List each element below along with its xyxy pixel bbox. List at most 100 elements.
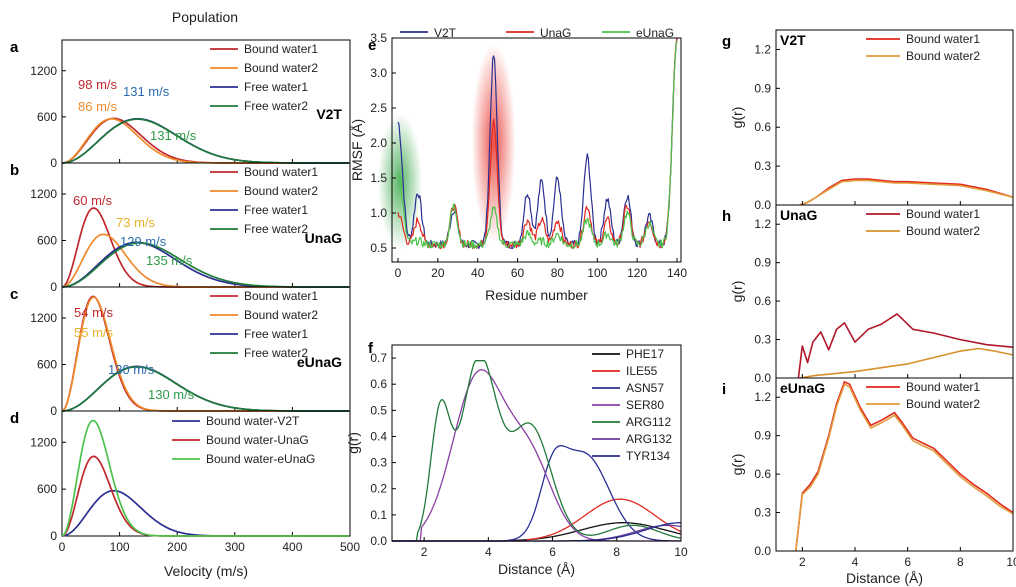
velocity-annotation-b: 129 m/s bbox=[120, 234, 167, 249]
legend-entry-a: Free water2 bbox=[244, 99, 308, 113]
panel-i: 0.0 0.3 0.6 0.9 1.2 2 4 6 8 10 i eUnaG Bound water1 B… bbox=[722, 377, 1016, 586]
legend-entry-c: Free water1 bbox=[244, 327, 308, 341]
x-tick-label-d: 200 bbox=[167, 540, 187, 554]
legend-entry-d: Bound water-eUnaG bbox=[206, 452, 315, 466]
series-d-2 bbox=[61, 419, 349, 537]
series-e-1 bbox=[397, 38, 678, 250]
panel-tag-c: eUnaG bbox=[297, 354, 342, 370]
y-tick-label-g: 0.6 bbox=[754, 120, 771, 134]
y-tick-label-i: 0.3 bbox=[754, 506, 771, 520]
y-tick-label-f: 0.7 bbox=[370, 351, 387, 365]
y-tick-label-i: 0.9 bbox=[754, 429, 771, 443]
panel-h: 0.0 0.3 0.6 0.9 1.2 h UnaG Bound water1 Bound wa… bbox=[722, 204, 1014, 385]
plot-frame-e bbox=[391, 37, 682, 263]
series-d-1 bbox=[61, 455, 349, 537]
panel-g: 0.0 0.3 0.6 0.9 1.2 g V2T Bound water1 Bound wat… bbox=[722, 29, 1014, 212]
series-h-1 bbox=[799, 347, 1014, 379]
series-i-0 bbox=[795, 381, 1014, 552]
legend-entry-a: Bound water1 bbox=[244, 42, 318, 56]
y-tick-label-d: 600 bbox=[37, 482, 57, 496]
y-tick-label-f: 0.6 bbox=[370, 377, 387, 391]
legend-entry-f: ILE55 bbox=[626, 364, 658, 378]
panel-label-b: b bbox=[10, 162, 19, 179]
velocity-annotation-c: 55 m/s bbox=[74, 325, 114, 340]
series-f-4 bbox=[392, 360, 682, 542]
x-tick-label-e: 0 bbox=[395, 266, 402, 280]
legend-entry-c: Bound water2 bbox=[244, 308, 318, 322]
legend-entry-c: Free water2 bbox=[244, 346, 308, 360]
x-axis-label-e: Residue number bbox=[485, 287, 588, 303]
y-tick-label-c: 0 bbox=[50, 404, 57, 418]
x-tick-label-e: 60 bbox=[511, 266, 525, 280]
panel-label-c: c bbox=[10, 286, 18, 303]
y-tick-label-e: 1.5 bbox=[370, 171, 387, 185]
legend-entry-d: Bound water-V2T bbox=[206, 414, 300, 428]
y-tick-label-f: 0.2 bbox=[370, 482, 387, 496]
series-a-1 bbox=[61, 117, 349, 164]
legend-entry-b: Bound water2 bbox=[244, 184, 318, 198]
legend-entry-c: Bound water1 bbox=[244, 289, 318, 303]
y-tick-label-e: 0.5 bbox=[370, 241, 387, 255]
legend-entry-b: Bound water1 bbox=[244, 165, 318, 179]
x-axis-label-f: Distance (Å) bbox=[498, 561, 575, 577]
y-tick-label-b: 600 bbox=[37, 234, 57, 248]
x-tick-label-i: 4 bbox=[852, 555, 859, 569]
y-tick-label-i: 0.6 bbox=[754, 467, 771, 481]
x-tick-label-f: 8 bbox=[613, 545, 620, 559]
y-axis-label-e: RMSF (Å) bbox=[349, 119, 365, 181]
y-axis-label-g: g(r) bbox=[729, 107, 745, 129]
x-tick-label-e: 80 bbox=[551, 266, 565, 280]
y-tick-label-f: 0.5 bbox=[370, 403, 387, 417]
figure-title: Population bbox=[172, 9, 238, 25]
series-d-0 bbox=[61, 489, 349, 537]
y-axis-label-f: g(r) bbox=[345, 432, 361, 454]
velocity-annotation-b: 60 m/s bbox=[73, 193, 113, 208]
x-tick-label-i: 6 bbox=[904, 555, 911, 569]
panel-label-f: f bbox=[368, 340, 374, 357]
y-tick-label-i: 1.2 bbox=[754, 390, 771, 404]
y-tick-label-g: 0.3 bbox=[754, 159, 771, 173]
y-tick-label-e: 1.0 bbox=[370, 206, 387, 220]
x-tick-label-f: 2 bbox=[421, 545, 428, 559]
y-tick-label-f: 0.0 bbox=[370, 534, 387, 548]
y-tick-label-h: 0.9 bbox=[754, 256, 771, 270]
x-tick-label-e: 40 bbox=[471, 266, 485, 280]
x-tick-label-i: 8 bbox=[957, 555, 964, 569]
highlight-region-red bbox=[471, 43, 516, 243]
x-tick-label-d: 400 bbox=[282, 540, 302, 554]
panel-label-i: i bbox=[722, 381, 726, 398]
x-tick-label-e: 140 bbox=[667, 266, 687, 280]
legend-entry-g: Bound water2 bbox=[906, 49, 980, 63]
y-tick-label-e: 3.0 bbox=[370, 66, 387, 80]
y-axis-label-i: g(r) bbox=[729, 454, 745, 476]
series-b-0 bbox=[61, 207, 349, 288]
panel-c: 0 600 1200 c Bound water1 Bound water2 Free wa… bbox=[10, 286, 351, 418]
series-e-2 bbox=[397, 40, 678, 250]
y-tick-label-a: 600 bbox=[37, 110, 57, 124]
panel-a: 0 600 1200 a Bound water1 Bound water2 Free wa… bbox=[10, 39, 351, 170]
series-g-1 bbox=[799, 179, 1014, 206]
legend-entry-e: V2T bbox=[434, 26, 457, 40]
series-h-0 bbox=[797, 313, 1014, 379]
panel-tag-i: eUnaG bbox=[780, 380, 825, 396]
y-tick-label-d: 1200 bbox=[30, 435, 57, 449]
panel-label-a: a bbox=[10, 39, 19, 56]
x-tick-label-d: 100 bbox=[110, 540, 130, 554]
panel-label-g: g bbox=[722, 33, 731, 50]
velocity-annotation-a: 86 m/s bbox=[78, 99, 118, 114]
velocity-annotation-b: 135 m/s bbox=[146, 253, 193, 268]
y-tick-label-b: 1200 bbox=[30, 187, 57, 201]
legend-entry-i: Bound water2 bbox=[906, 397, 980, 411]
series-e-0 bbox=[397, 37, 678, 250]
panel-tag-b: UnaG bbox=[305, 230, 342, 246]
panel-tag-g: V2T bbox=[780, 32, 806, 48]
velocity-annotation-c: 130 m/s bbox=[108, 362, 155, 377]
legend-entry-f: SER80 bbox=[626, 398, 664, 412]
velocity-annotation-a: 131 m/s bbox=[150, 128, 197, 143]
x-tick-label-d: 300 bbox=[225, 540, 245, 554]
y-tick-label-e: 2.0 bbox=[370, 136, 387, 150]
legend-entry-f: ASN57 bbox=[626, 381, 664, 395]
legend-entry-i: Bound water1 bbox=[906, 380, 980, 394]
y-tick-label-h: 0.6 bbox=[754, 294, 771, 308]
